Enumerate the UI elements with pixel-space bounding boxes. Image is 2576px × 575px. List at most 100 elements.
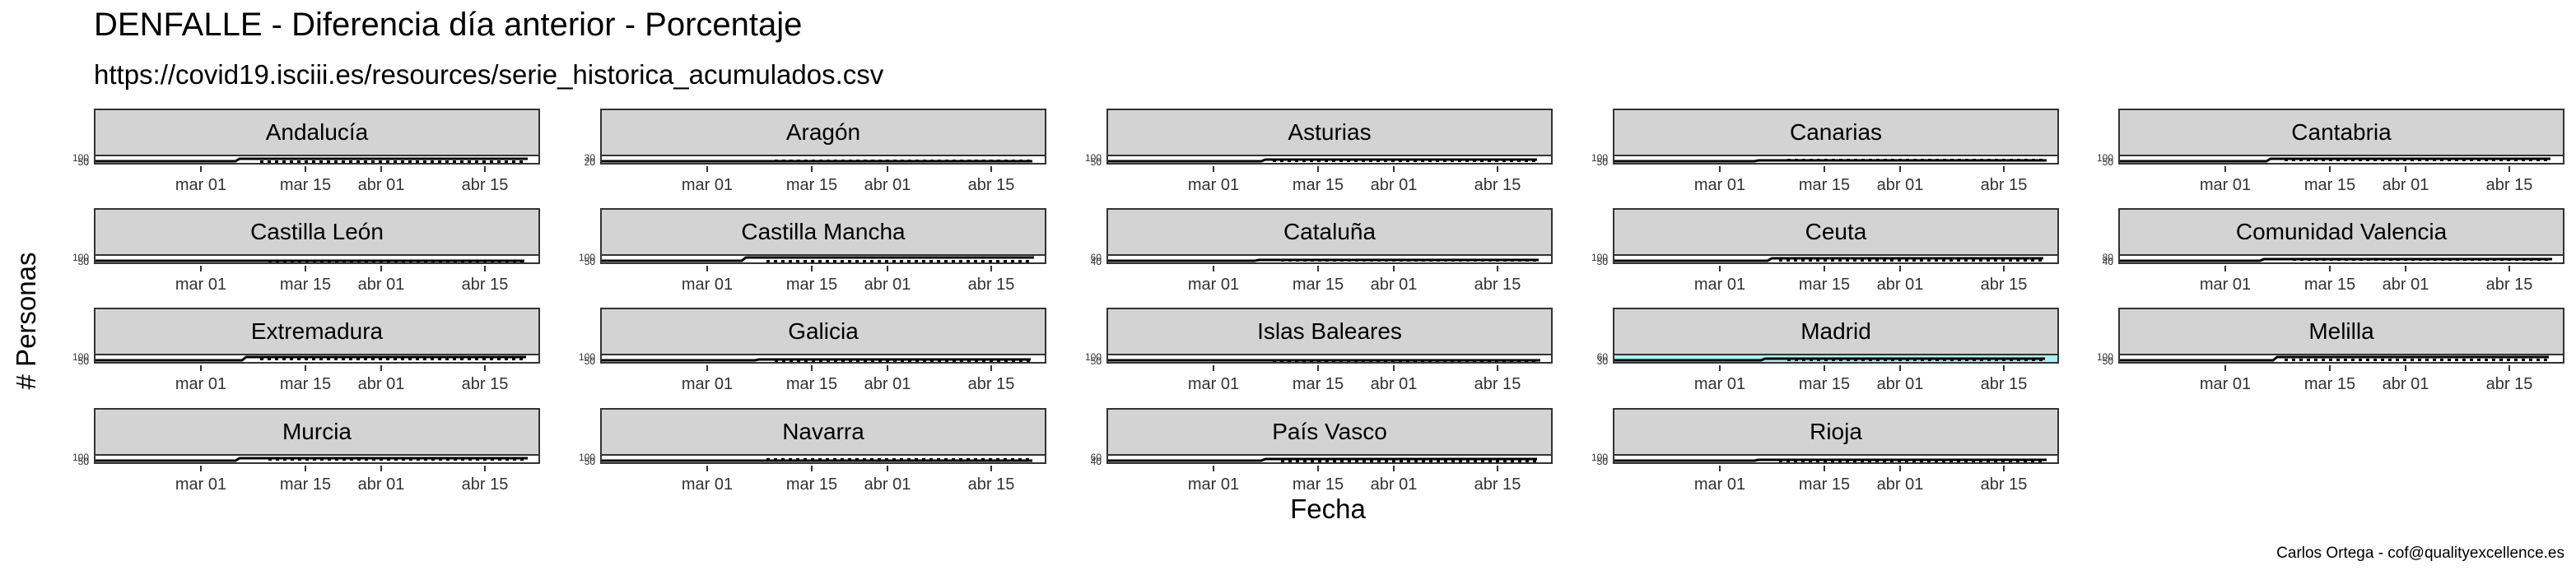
x-tick-mark	[2003, 266, 2005, 271]
x-tick-label: abr 15	[461, 276, 509, 294]
series-point	[929, 260, 933, 262]
series-point	[804, 160, 808, 162]
y-tick-label: 50	[1596, 156, 1608, 168]
series-point	[408, 358, 412, 360]
facet-strip-label: Canarias	[1613, 109, 2059, 156]
series-point	[1839, 159, 1842, 161]
series-point	[2440, 159, 2443, 161]
series-point	[1838, 259, 1842, 262]
series-point	[2373, 159, 2377, 161]
series-point	[826, 260, 829, 262]
series-point	[1533, 259, 1536, 262]
series-point	[268, 160, 271, 163]
x-tick-label: mar 01	[1693, 375, 1746, 393]
x-tick-mark	[1393, 266, 1395, 271]
series-point	[1920, 460, 1923, 462]
series-point	[960, 359, 963, 362]
series-point	[1942, 460, 1945, 462]
series-point	[2337, 258, 2341, 261]
series-point	[387, 260, 390, 262]
series-point	[1795, 359, 1798, 361]
series-point	[1473, 359, 1476, 362]
x-tick-mark	[2405, 365, 2406, 371]
series-point	[460, 160, 463, 163]
series-point	[290, 160, 293, 163]
series-point	[260, 358, 263, 360]
series-point	[2433, 359, 2436, 361]
series-point	[2351, 359, 2355, 361]
series-point	[1480, 359, 1484, 362]
series-point	[2492, 159, 2495, 161]
series-point	[774, 260, 777, 262]
series-point	[2314, 359, 2317, 361]
series-point	[454, 260, 457, 262]
series-point	[2017, 159, 2020, 161]
series-point	[2001, 460, 2005, 462]
series-point	[900, 260, 903, 262]
y-tick-label: 0	[589, 355, 595, 367]
x-tick-mark	[1824, 266, 1825, 271]
x-axis-label: Fecha	[1290, 494, 1366, 524]
series-point	[1972, 460, 1975, 462]
x-tick-label: abr 01	[2382, 176, 2429, 194]
facet-panel: Melilla 100 50 0 mar 01 mar 15 abr 01 abr 15	[2097, 308, 2564, 405]
series-point	[1392, 259, 1395, 262]
series-point	[438, 358, 441, 360]
series-point	[1391, 160, 1395, 162]
series-point	[1480, 160, 1484, 162]
series-point	[1362, 160, 1365, 162]
series-point	[893, 160, 897, 162]
y-tick-label: 0	[83, 355, 89, 367]
series-point	[349, 160, 352, 163]
series-point	[1495, 160, 1498, 162]
series-point	[996, 260, 999, 262]
series-point	[1281, 259, 1284, 262]
series-point	[811, 458, 814, 461]
chart-subtitle: https://covid19.isciii.es/resources/seri…	[94, 59, 884, 90]
x-tick-label: mar 15	[1292, 176, 1344, 194]
x-tick-label: mar 01	[1693, 176, 1746, 194]
facet-series-svg	[602, 358, 1031, 362]
y-tick-labels: 100 50 0	[1573, 152, 1608, 168]
series-point	[2016, 460, 2019, 462]
series-point	[1288, 259, 1292, 262]
series-point	[1288, 359, 1291, 362]
series-point	[1400, 259, 1403, 262]
series-point	[334, 160, 338, 163]
x-tick-mark	[887, 365, 888, 371]
series-point	[2500, 258, 2504, 261]
series-point	[1876, 359, 1880, 361]
series-point	[1786, 259, 1790, 262]
series-point	[959, 260, 962, 262]
series-point	[1303, 460, 1307, 462]
y-tick-labels: 100 50 0	[54, 351, 89, 367]
x-tick-label: abr 15	[967, 475, 1015, 494]
series-point	[2285, 359, 2288, 361]
series-point	[468, 160, 471, 163]
series-point	[1824, 460, 1827, 462]
series-point	[312, 358, 315, 360]
y-tick-label: 100	[578, 351, 595, 363]
series-point	[2433, 159, 2436, 161]
facet-strip-label: Asturias	[1106, 109, 1553, 156]
series-point	[938, 160, 941, 162]
series-point	[1787, 359, 1791, 361]
facet-series-svg	[2120, 355, 2549, 362]
x-tick-mark	[990, 466, 992, 471]
series-point	[974, 458, 977, 461]
series-point	[804, 359, 808, 362]
series-point	[2299, 159, 2303, 161]
series-point	[1474, 259, 1477, 262]
x-tick-label: mar 15	[279, 176, 332, 194]
x-tick-label: abr 15	[461, 475, 509, 494]
facet-series-svg	[95, 457, 528, 462]
y-tick-label: 40	[1090, 456, 1102, 467]
series-point	[460, 358, 463, 360]
y-tick-label: 50	[2102, 156, 2113, 168]
series-point	[2359, 159, 2362, 161]
series-point	[1928, 159, 1931, 161]
x-tick-mark	[305, 466, 306, 471]
facet-series-svg	[1614, 257, 2043, 262]
x-tick-label: abr 01	[864, 276, 911, 294]
series-point	[1921, 159, 1924, 161]
